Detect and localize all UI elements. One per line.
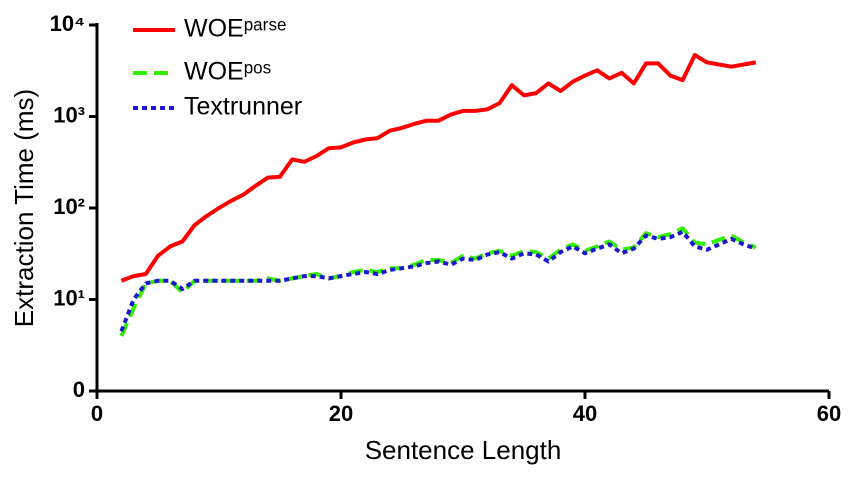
series-line — [120, 53, 757, 283]
series-line — [119, 229, 757, 332]
legend-label: Textrunner — [184, 93, 302, 121]
legend-label: WOEᵖᵒˢ — [184, 58, 271, 86]
x-tick-label: 0 — [91, 401, 103, 426]
x-tick-label: 60 — [817, 401, 841, 426]
x-tick-label: 40 — [573, 401, 597, 426]
y-tick-label: 10³ — [53, 102, 85, 127]
legend-label: WOEᵖᵃʳˢᵉ — [184, 15, 286, 43]
y-tick-label: 10¹ — [53, 285, 85, 310]
y-tick-label: 10⁴ — [50, 11, 85, 36]
y-axis-title: Extraction Time (ms) — [9, 89, 39, 327]
x-tick-label: 20 — [329, 401, 353, 426]
x-axis-title: Sentence Length — [365, 435, 562, 465]
y-tick-label: 10² — [53, 194, 85, 219]
y-tick-label: 0 — [73, 377, 85, 402]
